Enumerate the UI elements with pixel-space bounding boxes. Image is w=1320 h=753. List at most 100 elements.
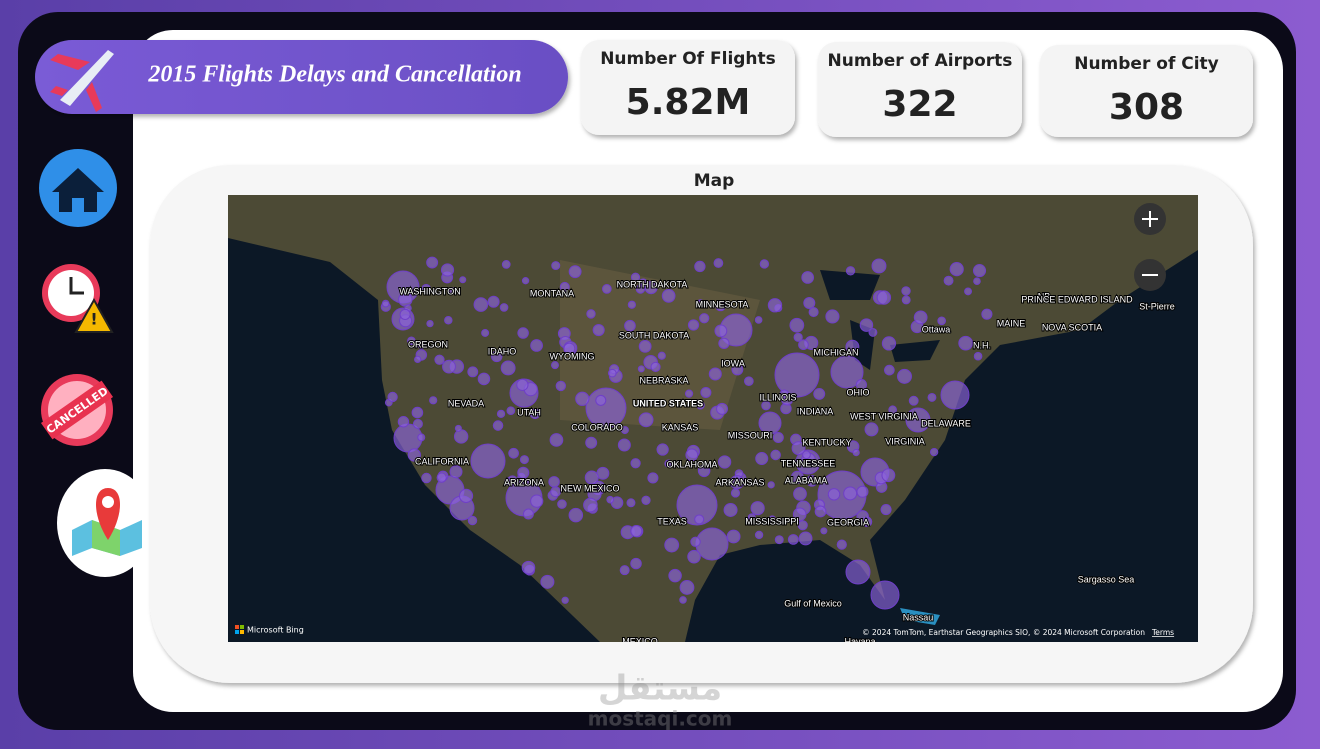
airport-bubble (798, 339, 809, 351)
airport-bubble (949, 262, 964, 277)
airport-bubble (664, 537, 680, 553)
map-place-label: DELAWARE (921, 418, 971, 428)
airport-bubble (381, 299, 390, 308)
map-place-label: WEST VIRGINIA (850, 411, 918, 421)
airport-bubble (584, 470, 599, 485)
airport-bubble (871, 258, 887, 274)
airport-bubble (808, 307, 819, 318)
airport-bubble (772, 432, 784, 444)
airport-bubble (412, 418, 423, 429)
airport-bubble (731, 363, 744, 376)
map-place-label: MONTANA (530, 288, 574, 298)
airport-bubble (774, 535, 784, 545)
airport-bubble (440, 263, 455, 277)
airport-bubbles (380, 256, 993, 610)
airport-bubble (638, 412, 654, 428)
map: WASHINGTON MONTANA NORTH DAKOTA MINNESOTA OR… (228, 195, 1198, 642)
airport-bubble (843, 486, 858, 501)
airport-bubble (696, 299, 705, 308)
airport-bubble (825, 309, 840, 324)
bing-logo (235, 625, 244, 634)
airport-bubble (555, 380, 567, 392)
airport-bubble (516, 378, 529, 391)
airport-bubble (927, 392, 937, 402)
map-attribution: © 2024 TomTom, Earthstar Geographics SIO… (862, 628, 1145, 637)
airport-bubble (458, 488, 474, 503)
map-place-label: MICHIGAN (814, 347, 859, 357)
zoom-out[interactable] (1134, 259, 1166, 291)
map-place-label: NB (1038, 291, 1051, 301)
map-place-label: NORTH DAKOTA (617, 279, 688, 289)
airport-bubble (517, 466, 530, 479)
airport-bubble (563, 342, 576, 355)
airport-bubble (501, 260, 511, 269)
airport-bubble (459, 276, 467, 284)
airport-bubble (708, 367, 722, 381)
airport-bubble (635, 284, 646, 294)
airport-bubble (881, 336, 897, 351)
nav-delays[interactable]: ! (42, 264, 114, 333)
airport-bubble (595, 394, 607, 406)
airport-bubble (694, 514, 705, 525)
airport-bubble (421, 472, 432, 484)
airport-bubble (499, 303, 509, 312)
map-place-label: ARIZONA (504, 477, 544, 487)
airport-bubble (790, 470, 804, 484)
airport-bubble (429, 396, 438, 405)
map-place-label: GEORGIA (827, 517, 869, 527)
nav-home[interactable] (39, 149, 117, 227)
nav-map[interactable] (57, 469, 153, 577)
airport-bubble (661, 288, 676, 303)
airport-bubble (508, 447, 519, 459)
airport-bubble (411, 406, 424, 419)
map-place-label: UNITED STATES (633, 398, 703, 408)
airport-bubble (852, 448, 860, 457)
map-place-label: MISSISSIPPI (745, 516, 799, 526)
airport-bubble (700, 386, 712, 398)
airport-bubble (506, 406, 516, 416)
airport-bubble (845, 339, 860, 354)
airport-bubble (426, 319, 434, 328)
kpi-value: 5.82M (626, 82, 751, 123)
airport-bubble (650, 361, 661, 372)
airport-bubble (530, 494, 544, 508)
airport-bubble (884, 364, 895, 376)
airport-bubble (606, 495, 615, 504)
airport-bubble (792, 507, 807, 522)
airport-bubble (855, 379, 868, 391)
airport-bubble (522, 508, 534, 520)
airport-bubble (836, 539, 847, 550)
airport-bubble (750, 501, 765, 516)
watermark-arabic: مستقل (598, 669, 722, 709)
airport-bubble (797, 520, 808, 531)
nav-cancelled[interactable]: CANCELLED (40, 374, 114, 446)
zoom-in[interactable] (1134, 203, 1166, 235)
map-place-label: IOWA (721, 358, 745, 368)
airport-bubble (913, 310, 928, 325)
map-terms[interactable]: Terms (1151, 628, 1174, 637)
airport-bubble (793, 487, 807, 501)
airport-bubble (417, 433, 426, 442)
airport-bubble (550, 486, 561, 498)
map-place-label: Nassau (903, 612, 934, 622)
airport-bubble (500, 360, 516, 376)
airport-bubble (881, 468, 896, 483)
kpi-value: 322 (882, 84, 957, 125)
airport-bubble (767, 481, 775, 489)
airport-bubble (540, 574, 555, 589)
airport-bubble (729, 475, 745, 490)
airport-bubble (697, 464, 711, 478)
airport-bubble (521, 560, 536, 575)
map-place-label: Sargasso Sea (1078, 574, 1135, 584)
airport-bubble (755, 452, 769, 466)
airport-bubble (715, 300, 727, 312)
map-title: Map (694, 171, 735, 191)
kpi-card (818, 42, 1022, 137)
airport-bubble (814, 505, 827, 518)
airport-bubble (718, 337, 730, 349)
airport-bubble (716, 402, 729, 415)
airport-bubble (620, 426, 629, 435)
airport-bubble (761, 400, 771, 411)
map-place-label: MINNESOTA (696, 299, 749, 309)
airport-bubble (530, 339, 543, 352)
